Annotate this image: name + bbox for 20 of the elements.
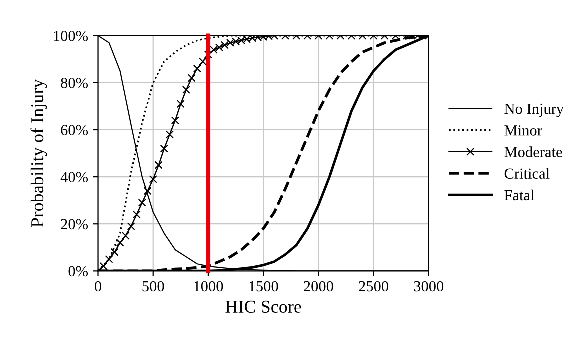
y-tick-label: 40% (60, 172, 88, 183)
legend-label: Critical (504, 168, 550, 180)
x-tick-label: 500 (142, 281, 164, 292)
y-tick-label: 80% (61, 78, 88, 88)
x-tick-label: 0 (95, 281, 102, 292)
x-axis-title: HIC Score (226, 300, 302, 314)
x-tick-label: 3000 (414, 281, 444, 292)
y-axis-title: Probability of Injury (30, 79, 48, 228)
legend-label: No Injury (504, 104, 564, 118)
x-tick-label: 2000 (304, 281, 334, 292)
x-tick-label: 1000 (194, 281, 224, 292)
x-tick-label: 2500 (359, 281, 388, 292)
y-tick-label: 20% (61, 219, 88, 230)
y-tick-label: 60% (61, 125, 88, 136)
legend-label: Fatal (504, 190, 534, 201)
legend-label: Minor (504, 126, 542, 136)
y-tick-label: 0% (68, 266, 88, 277)
legend-label: Moderate (504, 146, 562, 158)
y-tick-label: 100% (54, 31, 88, 42)
x-tick-label: 1500 (250, 281, 278, 292)
